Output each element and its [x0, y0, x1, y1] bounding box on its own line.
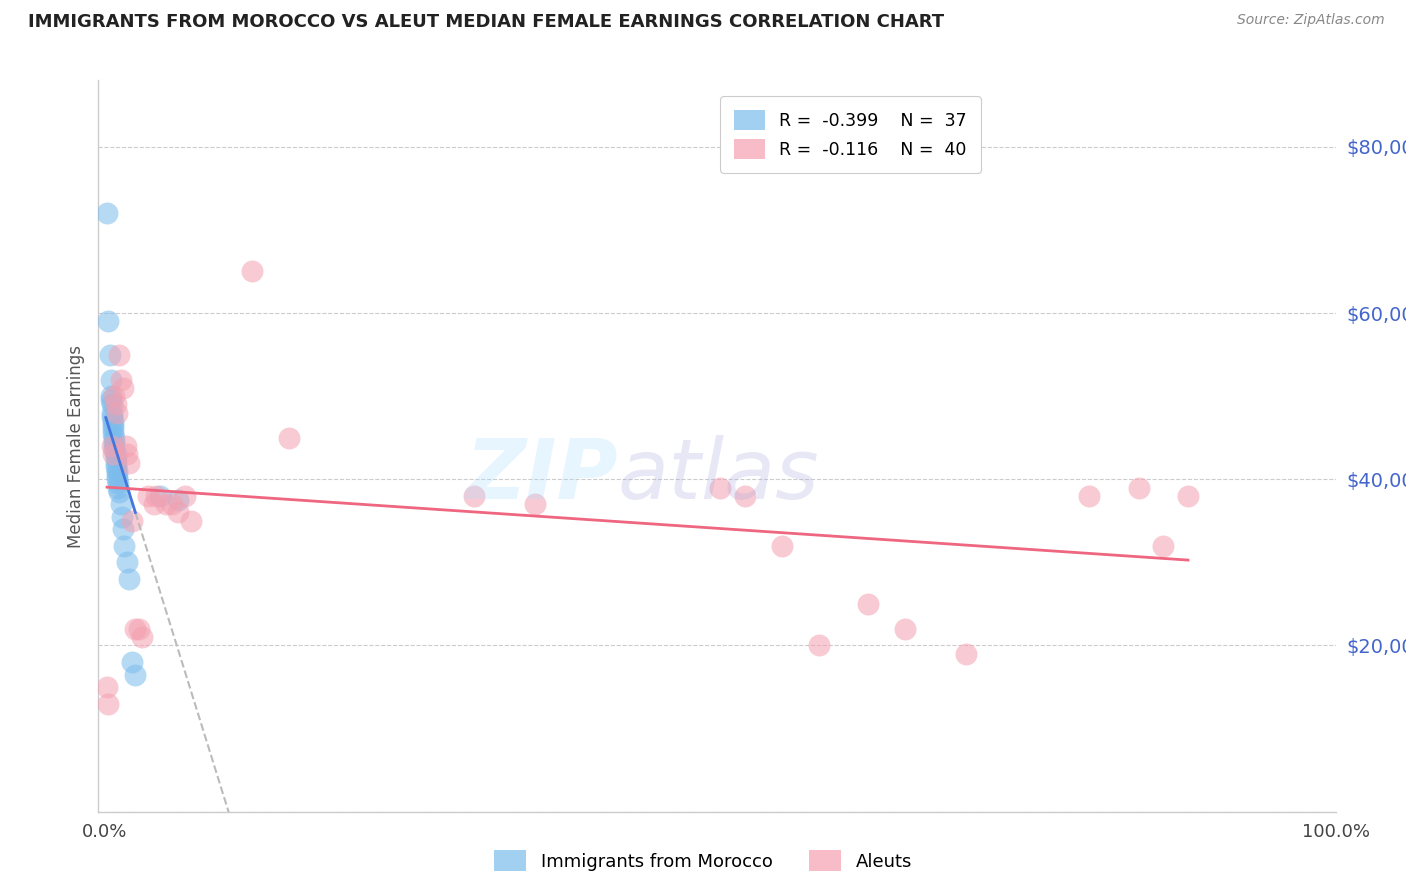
Point	[124, 667, 146, 681]
Point	[240, 264, 263, 278]
Point	[124, 622, 146, 636]
Point	[103, 422, 125, 436]
Point	[103, 447, 125, 461]
Point	[278, 431, 301, 445]
Legend: R =  -0.399    N =  37, R =  -0.116    N =  40: R = -0.399 N = 37, R = -0.116 N = 40	[720, 96, 980, 173]
Text: IMMIGRANTS FROM MOROCCO VS ALEUT MEDIAN FEMALE EARNINGS CORRELATION CHART: IMMIGRANTS FROM MOROCCO VS ALEUT MEDIAN …	[28, 13, 945, 31]
Point	[101, 409, 124, 424]
Point	[149, 489, 172, 503]
Point	[101, 406, 124, 420]
Point	[104, 447, 127, 461]
Point	[97, 697, 120, 711]
Point	[100, 389, 122, 403]
Point	[103, 418, 125, 433]
Point	[103, 443, 125, 458]
Point	[118, 456, 141, 470]
Point	[100, 393, 122, 408]
Point	[104, 397, 127, 411]
Point	[1177, 489, 1199, 503]
Point	[96, 206, 118, 220]
Point	[121, 514, 143, 528]
Point	[734, 489, 756, 503]
Point	[101, 397, 124, 411]
Point	[1078, 489, 1101, 503]
Point	[180, 514, 202, 528]
Point	[110, 372, 132, 386]
Point	[121, 655, 143, 669]
Point	[104, 459, 127, 474]
Point	[145, 489, 167, 503]
Point	[128, 622, 150, 636]
Point	[103, 434, 125, 449]
Point	[155, 497, 177, 511]
Point	[103, 389, 125, 403]
Point	[103, 431, 125, 445]
Point	[894, 622, 917, 636]
Point	[770, 539, 793, 553]
Point	[709, 481, 731, 495]
Point	[115, 555, 138, 569]
Point	[1152, 539, 1174, 553]
Point	[118, 572, 141, 586]
Point	[115, 447, 138, 461]
Point	[98, 348, 121, 362]
Point	[108, 484, 131, 499]
Point	[524, 497, 547, 511]
Point	[105, 406, 128, 420]
Point	[131, 630, 153, 644]
Point	[105, 464, 128, 478]
Point	[105, 468, 128, 483]
Point	[107, 481, 129, 495]
Point	[1128, 481, 1150, 495]
Point	[104, 456, 127, 470]
Point	[97, 314, 120, 328]
Point	[104, 451, 127, 466]
Point	[105, 472, 128, 486]
Point	[463, 489, 485, 503]
Point	[103, 426, 125, 441]
Point	[136, 489, 159, 503]
Point	[112, 522, 135, 536]
Point	[96, 680, 118, 694]
Point	[167, 506, 190, 520]
Point	[101, 439, 124, 453]
Text: Source: ZipAtlas.com: Source: ZipAtlas.com	[1237, 13, 1385, 28]
Point	[111, 509, 134, 524]
Point	[107, 476, 129, 491]
Point	[807, 639, 830, 653]
Text: atlas: atlas	[619, 434, 820, 516]
Point	[955, 647, 977, 661]
Point	[112, 381, 135, 395]
Point	[856, 597, 879, 611]
Point	[112, 539, 135, 553]
Point	[162, 497, 184, 511]
Point	[103, 439, 125, 453]
Point	[173, 489, 195, 503]
Legend: Immigrants from Morocco, Aleuts: Immigrants from Morocco, Aleuts	[486, 843, 920, 879]
Point	[142, 497, 165, 511]
Point	[110, 497, 132, 511]
Point	[114, 439, 136, 453]
Point	[167, 493, 190, 508]
Text: ZIP: ZIP	[465, 434, 619, 516]
Y-axis label: Median Female Earnings: Median Female Earnings	[66, 344, 84, 548]
Point	[108, 348, 131, 362]
Point	[103, 414, 125, 428]
Point	[100, 372, 122, 386]
